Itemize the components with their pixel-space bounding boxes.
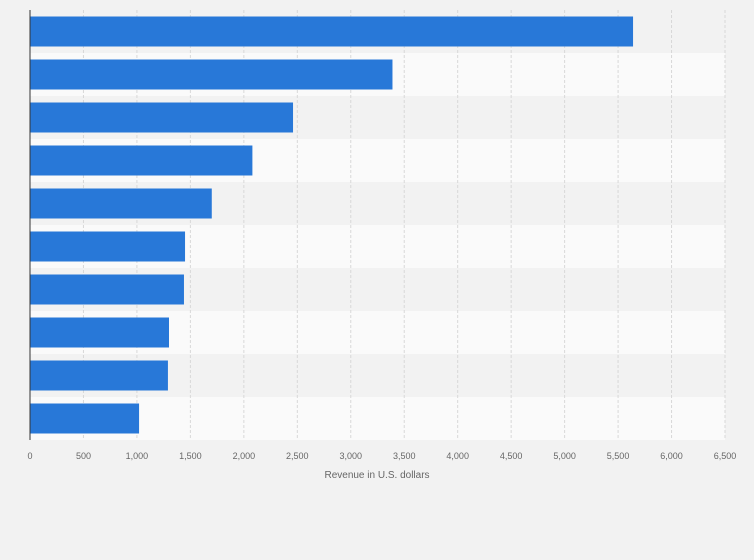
x-tick-label: 5,000 (553, 451, 576, 461)
x-tick-label: 6,500 (714, 451, 737, 461)
bar (30, 145, 253, 176)
x-tick-label: 4,500 (500, 451, 523, 461)
bar (30, 231, 186, 262)
bar (30, 102, 294, 133)
bar (30, 360, 168, 391)
x-tick-label: 500 (76, 451, 91, 461)
x-tick-label: 4,000 (446, 451, 469, 461)
x-tick-label: 6,000 (660, 451, 683, 461)
x-axis-ticks: 0 500 1,000 1,500 2,000 2,500 3,000 3,500 4,000 4… (27, 451, 736, 461)
bar (30, 188, 212, 219)
x-tick-label: 3,500 (393, 451, 416, 461)
x-tick-label: 0 (27, 451, 32, 461)
bar (30, 16, 634, 47)
x-tick-label: 1,500 (179, 451, 202, 461)
x-tick-label: 3,000 (340, 451, 363, 461)
row-band (30, 397, 725, 440)
bars (30, 16, 634, 434)
x-tick-label: 1,000 (126, 451, 149, 461)
bar (30, 274, 184, 305)
x-tick-label: 2,000 (233, 451, 256, 461)
bar (30, 317, 169, 348)
x-tick-label: 2,500 (286, 451, 309, 461)
bar (30, 59, 393, 90)
x-tick-label: 5,500 (607, 451, 630, 461)
bar (30, 403, 140, 434)
x-axis-title: Revenue in U.S. dollars (324, 470, 429, 481)
